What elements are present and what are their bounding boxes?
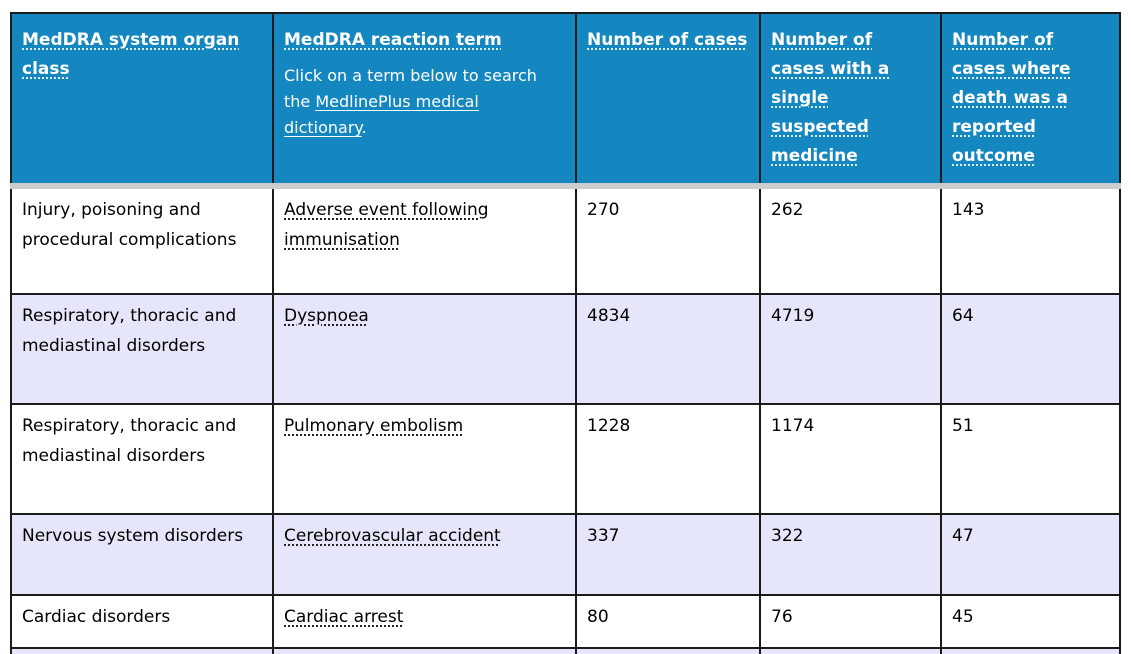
reaction-term-link[interactable]: Pulmonary embolism [284,416,464,436]
header-term-single-medicine[interactable]: Number of cases with a single suspected … [771,30,890,166]
column-header-deaths: Number of cases where death was a report… [940,12,1121,189]
deaths-cell: 45 [940,594,1121,649]
header-term-cases[interactable]: Number of cases [587,30,748,50]
reaction-term-link[interactable]: Cardiac arrest [284,607,404,627]
reaction-term-note: Click on a term below to search the Medl… [284,63,565,141]
single-medicine-cell: 4719 [759,293,942,405]
single-medicine-cell: 322 [759,513,942,596]
cases-cell: 1228 [575,403,761,515]
table-body: Injury, poisoning and procedural complic… [10,185,1121,654]
reaction-term-note-period: . [361,118,367,137]
cases-cell: 80 [575,594,761,649]
header-term-reaction-term[interactable]: MedDRA reaction term [284,30,502,50]
deaths-cell: 64 [940,293,1121,405]
table-row: Injury, poisoning and procedural complic… [10,185,1121,295]
reaction-term-cell: Dyspnoea [272,293,577,405]
reaction-term-cell: Adverse event following immunisation [272,185,577,295]
column-header-reaction-term: MedDRA reaction term Click on a term bel… [272,12,577,189]
medlineplus-link[interactable]: MedlinePlus medical dictionary [284,92,479,137]
header-term-organ-class[interactable]: MedDRA system organ class [22,30,240,79]
reaction-term-link[interactable]: Adverse event following immunisation [284,200,489,250]
organ-class-cell: Respiratory, thoracic and mediastinal di… [10,293,274,405]
reaction-term-link[interactable]: Dyspnoea [284,306,369,326]
deaths-cell: 143 [940,185,1121,295]
adverse-events-table: MedDRA system organ class MedDRA reactio… [10,12,1121,654]
single-medicine-cell: 262 [759,185,942,295]
table-row: Respiratory, thoracic and mediastinal di… [10,293,1121,405]
reaction-term-note-text: Click on a term below to search the [284,66,537,111]
cases-cell: 270 [575,185,761,295]
reaction-term-cell: Cerebrovascular accident [272,513,577,596]
table-row: Cardiac disorders Cardiac arrest 80 76 4… [10,594,1121,649]
table-row: Nervous system disorders Cerebrovascular… [10,513,1121,596]
table-header: MedDRA system organ class MedDRA reactio… [10,12,1121,189]
reaction-term-cell: Cardiac arrest [272,594,577,649]
single-medicine-cell: 1174 [759,403,942,515]
cases-cell: 337 [575,513,761,596]
table-row: Respiratory, thoracic and mediastinal di… [10,403,1121,515]
header-term-deaths[interactable]: Number of cases where death was a report… [952,30,1071,166]
organ-class-cell: Injury, poisoning and procedural complic… [10,185,274,295]
single-medicine-cell: 76 [759,594,942,649]
deaths-cell: 51 [940,403,1121,515]
organ-class-cell: Nervous system disorders [10,513,274,596]
deaths-cell: 47 [940,513,1121,596]
header-row: MedDRA system organ class MedDRA reactio… [10,12,1121,189]
column-header-single-medicine: Number of cases with a single suspected … [759,12,942,189]
table-row-partial [10,647,1121,654]
organ-class-cell: Respiratory, thoracic and mediastinal di… [10,403,274,515]
reaction-term-cell: Pulmonary embolism [272,403,577,515]
column-header-organ-class: MedDRA system organ class [10,12,274,189]
organ-class-cell: Cardiac disorders [10,594,274,649]
cases-cell: 4834 [575,293,761,405]
reaction-term-link[interactable]: Cerebrovascular accident [284,526,501,546]
column-header-cases: Number of cases [575,12,761,189]
